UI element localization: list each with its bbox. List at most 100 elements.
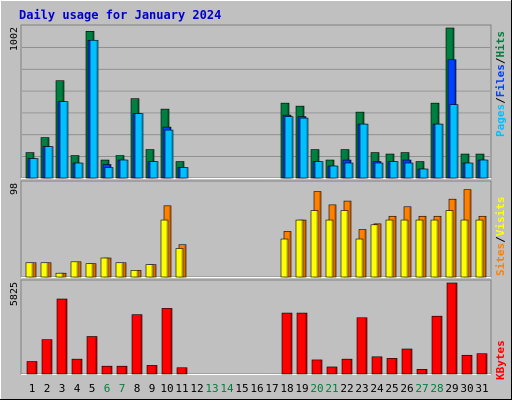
bar-pages-day-1 xyxy=(29,158,39,179)
bar-kbytes-day-8 xyxy=(131,314,143,375)
bar-kbytes-day-31 xyxy=(476,353,488,375)
bar-kbytes-day-5 xyxy=(86,336,98,375)
y-max-label-kbytes: 5825 xyxy=(9,282,20,306)
bar-kbytes-day-11 xyxy=(176,367,188,375)
bar-sites-day-24-shade xyxy=(379,224,381,277)
bar-visits-day-22 xyxy=(340,210,349,278)
bar-pages-day-25 xyxy=(389,161,399,179)
x-tick-label-day-26: 26 xyxy=(400,382,413,395)
bar-sites-day-29-shade xyxy=(454,199,456,277)
x-tick-label-day-31: 31 xyxy=(475,382,488,395)
bar-visits-day-19 xyxy=(295,219,304,278)
bar-visits-day-5-shade xyxy=(91,264,93,277)
bar-pages-day-22 xyxy=(344,162,354,179)
bar-pages-day-20 xyxy=(314,161,324,179)
bar-visits-day-30-shade xyxy=(466,220,468,277)
bar-kbytes-day-18 xyxy=(281,312,293,375)
bar-pages-day-10-shade xyxy=(171,130,173,178)
bar-visits-day-31-shade xyxy=(481,220,483,277)
bar-visits-day-26 xyxy=(400,219,409,278)
bar-visits-day-26-shade xyxy=(406,220,408,277)
bar-pages-day-7-shade xyxy=(126,160,128,178)
bar-kbytes-day-6 xyxy=(101,365,113,375)
x-tick-label-day-6: 6 xyxy=(104,382,111,395)
bar-pages-day-23-shade xyxy=(366,124,368,178)
bar-visits-day-18 xyxy=(280,238,289,278)
bar-sites-day-5-shade xyxy=(94,264,96,277)
bar-visits-day-11 xyxy=(175,248,184,278)
bar-kbytes-day-5-shade xyxy=(95,337,97,374)
x-tick-label-day-5: 5 xyxy=(89,382,96,395)
bar-sites-day-20-shade xyxy=(319,192,321,277)
bar-pages-day-8 xyxy=(134,113,144,179)
x-tick-label-day-11: 11 xyxy=(175,382,188,395)
bar-sites-day-3-shade xyxy=(64,273,66,277)
bar-visits-day-28 xyxy=(430,219,439,278)
bar-sites-day-10-shade xyxy=(169,206,171,277)
x-tick-label-day-10: 10 xyxy=(160,382,173,395)
x-tick-label-day-13: 13 xyxy=(205,382,218,395)
x-tick-label-day-8: 8 xyxy=(134,382,141,395)
bar-visits-day-28-shade xyxy=(436,220,438,277)
bar-kbytes-day-23-shade xyxy=(365,318,367,374)
bar-sites-day-27-shade xyxy=(424,216,426,277)
bar-sites-day-26-shade xyxy=(409,207,411,277)
bar-visits-day-3 xyxy=(55,272,64,278)
x-tick-label-day-30: 30 xyxy=(460,382,473,395)
bar-pages-day-6-shade xyxy=(111,168,113,178)
bar-visits-day-24-shade xyxy=(376,225,378,277)
bar-sites-day-1-shade xyxy=(34,263,36,277)
bar-kbytes-day-11-shade xyxy=(185,368,187,374)
legend-sites: Sites xyxy=(494,243,507,276)
legend-files: Files xyxy=(494,64,507,97)
x-tick-label-day-15: 15 xyxy=(235,382,248,395)
bar-pages-day-27-shade xyxy=(426,169,428,178)
bar-sites-day-31-shade xyxy=(484,216,486,277)
bar-visits-day-9 xyxy=(145,264,154,278)
bar-visits-day-31 xyxy=(475,219,484,278)
bar-kbytes-day-4-shade xyxy=(80,359,82,374)
x-tick-label-day-4: 4 xyxy=(74,382,81,395)
bar-kbytes-day-3 xyxy=(56,298,68,375)
bar-pages-day-2 xyxy=(44,146,54,179)
bar-visits-day-23 xyxy=(355,238,364,278)
bar-visits-day-21 xyxy=(325,219,334,278)
bar-visits-day-2-shade xyxy=(46,263,48,277)
bar-kbytes-day-2 xyxy=(41,339,53,375)
bar-visits-day-22-shade xyxy=(346,211,348,277)
bar-pages-day-31-shade xyxy=(486,160,488,178)
bar-visits-day-5 xyxy=(85,263,94,278)
bar-sites-day-23-shade xyxy=(364,230,366,277)
bar-visits-day-1 xyxy=(25,262,34,278)
x-tick-label-day-1: 1 xyxy=(29,382,36,395)
bar-visits-day-8 xyxy=(130,270,139,278)
bar-kbytes-day-27 xyxy=(416,369,428,375)
bar-sites-day-4-shade xyxy=(79,262,81,277)
x-tick-label-day-3: 3 xyxy=(59,382,66,395)
bar-kbytes-day-3-shade xyxy=(65,299,67,374)
bar-pages-day-23 xyxy=(359,123,369,179)
bar-kbytes-day-27-shade xyxy=(425,369,427,374)
bar-kbytes-day-30 xyxy=(461,354,473,375)
bar-kbytes-day-21-shade xyxy=(335,367,337,374)
bar-sites-day-22-shade xyxy=(349,201,351,277)
bar-sites-day-7-shade xyxy=(124,263,126,277)
bar-pages-day-4 xyxy=(74,162,84,179)
x-tick-label-day-27: 27 xyxy=(415,382,428,395)
bar-kbytes-day-21 xyxy=(326,366,338,375)
bar-kbytes-day-23 xyxy=(356,317,368,375)
x-tick-label-day-28: 28 xyxy=(430,382,443,395)
bar-visits-day-7-shade xyxy=(121,263,123,277)
bar-visits-day-19-shade xyxy=(301,220,303,277)
y-max-label-visits: 98 xyxy=(9,183,20,195)
bar-sites-day-18-shade xyxy=(289,231,291,277)
bar-kbytes-day-26-shade xyxy=(410,349,412,374)
legend-separator: / xyxy=(494,97,507,104)
x-tick-label-day-24: 24 xyxy=(370,382,384,395)
bar-visits-day-11-shade xyxy=(181,249,183,277)
bar-visits-day-1-shade xyxy=(31,263,33,277)
bar-pages-day-6 xyxy=(104,167,114,179)
x-tick-label-day-12: 12 xyxy=(190,382,203,395)
bar-kbytes-day-7 xyxy=(116,365,128,375)
